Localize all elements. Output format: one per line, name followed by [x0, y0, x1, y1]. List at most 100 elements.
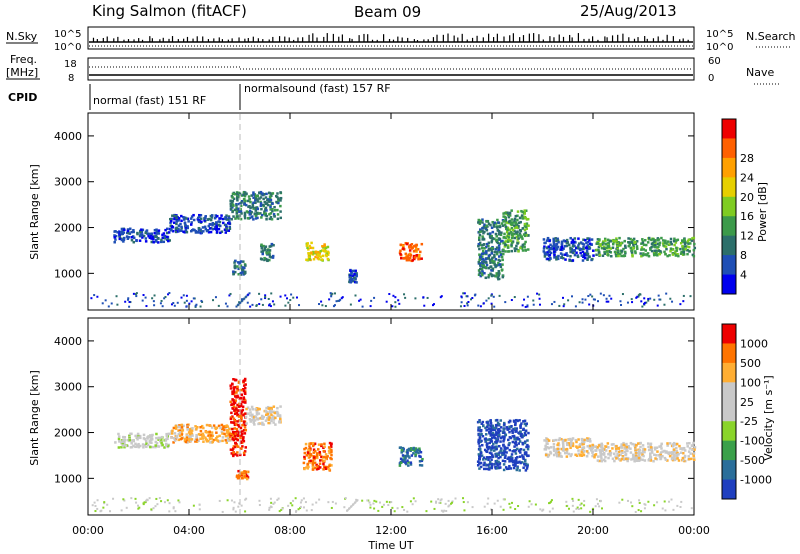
- echo-cell: [273, 412, 276, 415]
- echo-cell: [193, 219, 196, 222]
- echo-cell: [681, 245, 684, 248]
- ground-scatter-cell: [258, 500, 260, 502]
- echo-cell: [242, 396, 245, 399]
- echo-cell: [147, 444, 150, 447]
- ground-scatter-cell: [373, 297, 375, 299]
- echo-cell: [319, 451, 322, 454]
- ground-scatter-cell: [278, 498, 280, 500]
- ground-scatter-cell: [539, 298, 541, 300]
- ground-scatter-cell: [665, 293, 667, 295]
- echo-cell: [659, 250, 662, 253]
- echo-cell: [119, 238, 122, 241]
- echo-cell: [118, 435, 121, 438]
- echo-cell: [328, 450, 331, 453]
- ground-scatter-cell: [480, 305, 482, 307]
- echo-cell: [583, 439, 586, 442]
- echo-cell: [566, 239, 569, 242]
- echo-cell: [684, 242, 687, 245]
- ground-scatter-cell: [271, 506, 273, 508]
- echo-cell: [236, 386, 239, 389]
- echo-cell: [273, 206, 276, 209]
- echo-cell: [245, 422, 248, 425]
- noise-sky-trace: [89, 33, 693, 42]
- echo-cell: [675, 249, 678, 252]
- ground-scatter-cell: [179, 501, 181, 503]
- ground-scatter-cell: [356, 499, 358, 501]
- ground-scatter-cell: [583, 504, 585, 506]
- echo-cell: [591, 258, 594, 261]
- ground-scatter-cell: [233, 507, 235, 509]
- echo-cell: [566, 455, 569, 458]
- echo-cell: [612, 247, 615, 250]
- echo-cell: [399, 253, 402, 256]
- echo-cell: [515, 245, 518, 248]
- echo-cell: [684, 455, 687, 458]
- echo-cell: [601, 447, 604, 450]
- echo-cell: [481, 444, 484, 447]
- echo-cell: [155, 433, 158, 436]
- echo-cell: [604, 456, 607, 459]
- echo-cell: [139, 235, 142, 238]
- echo-cell: [564, 452, 567, 455]
- ground-scatter-cell: [658, 299, 660, 301]
- ground-scatter-cell: [300, 506, 302, 508]
- echo-cell: [626, 446, 629, 449]
- echo-cell: [318, 443, 321, 446]
- echo-cell: [405, 256, 408, 259]
- echo-cell: [489, 232, 492, 235]
- ground-scatter-cell: [682, 300, 684, 302]
- ground-scatter-cell: [112, 498, 114, 500]
- echo-cell: [205, 431, 208, 434]
- ground-scatter-cell: [691, 507, 693, 509]
- echo-cell: [654, 250, 657, 253]
- echo-cell: [483, 464, 486, 467]
- echo-cell: [545, 448, 548, 451]
- ground-scatter-cell: [164, 296, 166, 298]
- echo-cell: [170, 436, 173, 439]
- ground-scatter-cell: [533, 304, 535, 306]
- echo-cell: [487, 448, 490, 451]
- echo-cell: [230, 433, 233, 436]
- echo-cell: [197, 231, 200, 234]
- ground-scatter-cell: [383, 504, 385, 506]
- echo-cell: [524, 229, 527, 232]
- echo-cell: [420, 257, 423, 260]
- echo-cell: [482, 261, 485, 264]
- echo-cell: [147, 435, 150, 438]
- echo-cell: [594, 454, 597, 457]
- echo-cell: [251, 215, 254, 218]
- echo-cell: [306, 463, 309, 466]
- echo-cell: [255, 215, 257, 218]
- echo-cell: [191, 434, 194, 437]
- colorbar-segment: [722, 119, 736, 139]
- ground-scatter-cell: [435, 501, 437, 503]
- echo-cell: [515, 248, 518, 251]
- echo-cell: [231, 383, 234, 386]
- ground-scatter-cell: [658, 295, 660, 297]
- echo-cell: [631, 249, 634, 252]
- echo-cell: [658, 238, 661, 241]
- echo-cell: [490, 252, 493, 255]
- echo-cell: [497, 461, 500, 464]
- echo-cell: [243, 390, 246, 393]
- echo-cell: [585, 247, 588, 250]
- echo-cell: [175, 223, 178, 226]
- echo-cell: [323, 445, 326, 448]
- cpid-label: CPID: [8, 91, 37, 104]
- echo-cell: [515, 430, 518, 433]
- echo-cell: [543, 247, 546, 250]
- echo-cell: [618, 458, 621, 461]
- echo-cell: [503, 469, 506, 472]
- ground-scatter-cell: [575, 305, 577, 307]
- echo-cell: [690, 458, 693, 461]
- echo-cell: [485, 252, 488, 255]
- echo-cell: [327, 258, 330, 261]
- ground-scatter-cell: [588, 303, 590, 305]
- echo-cell: [188, 439, 191, 442]
- ground-scatter-cell: [438, 502, 440, 504]
- echo-cell: [142, 446, 145, 449]
- echo-cell: [173, 221, 176, 224]
- ground-scatter-cell: [306, 510, 308, 512]
- echo-cell: [641, 238, 644, 241]
- ground-scatter-cell: [403, 293, 405, 295]
